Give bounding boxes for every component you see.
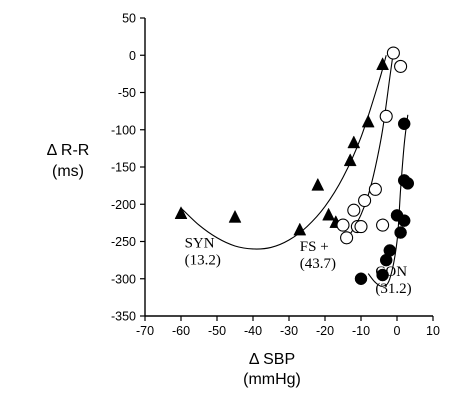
filled-circle-marker	[383, 244, 397, 257]
open-circle-marker	[358, 193, 372, 208]
triangle-marker	[361, 114, 375, 128]
y-tick-label: -250	[111, 235, 136, 249]
triangle-marker	[376, 57, 390, 70]
group-value-3: (31.2)	[375, 281, 411, 297]
y-tick-label: -50	[118, 86, 136, 100]
x-tick-label: -20	[316, 324, 334, 338]
y-tick-label: -150	[111, 161, 136, 175]
open-circle-marker	[394, 59, 408, 73]
x-tick-label: -40	[244, 324, 262, 338]
x-axis-unit: (mmHg)	[243, 371, 301, 388]
open-circle-marker	[379, 109, 393, 123]
y-tick-label: -200	[111, 198, 136, 212]
triangle-marker	[311, 177, 325, 191]
triangle-marker	[347, 135, 361, 149]
open-circle-marker	[347, 203, 361, 217]
triangle-marker	[228, 209, 242, 223]
x-tick-label: 10	[426, 324, 440, 338]
group-label-1: SYN	[185, 235, 215, 251]
x-tick-label: -60	[172, 324, 190, 338]
triangle-marker	[343, 153, 357, 167]
filled-circle-marker	[354, 272, 368, 285]
y-tick-label: -100	[111, 123, 136, 137]
triangle-marker	[174, 206, 188, 219]
y-tick-label: -350	[111, 310, 136, 324]
x-tick-label: -30	[280, 324, 298, 338]
filled-circle-marker	[401, 177, 415, 190]
x-tick-label: 0	[394, 324, 401, 338]
fit-curve-series-1	[180, 55, 387, 250]
group-value-1: (13.2)	[185, 252, 221, 268]
open-circle-marker	[336, 218, 350, 232]
open-circle-marker	[368, 182, 382, 196]
y-axis-title: Δ R-R	[47, 142, 90, 159]
triangle-marker	[293, 222, 307, 236]
y-tick-label: -300	[111, 272, 136, 286]
x-tick-label: -70	[136, 324, 154, 338]
y-axis-unit: (ms)	[52, 163, 84, 180]
triangle-marker	[322, 207, 336, 221]
filled-circle-marker	[394, 226, 407, 239]
y-tick-label: 0	[129, 49, 136, 63]
x-tick-label: -50	[208, 324, 226, 338]
filled-circle-marker	[397, 117, 411, 131]
x-axis-title: Δ SBP	[249, 351, 295, 368]
open-circle-marker	[386, 46, 400, 60]
x-tick-label: -10	[352, 324, 370, 338]
group-value-2: (43.7)	[300, 256, 336, 272]
group-label-3: CON	[375, 264, 407, 280]
filled-circle-marker	[397, 214, 411, 227]
open-circle-marker	[376, 218, 390, 232]
fit-curve-series-3	[367, 114, 409, 287]
filled-circle-marker	[376, 268, 389, 282]
open-circle-marker	[354, 220, 368, 234]
y-tick-label: 50	[122, 12, 136, 26]
open-circle-marker	[340, 231, 354, 245]
group-label-2: FS +	[300, 239, 329, 255]
